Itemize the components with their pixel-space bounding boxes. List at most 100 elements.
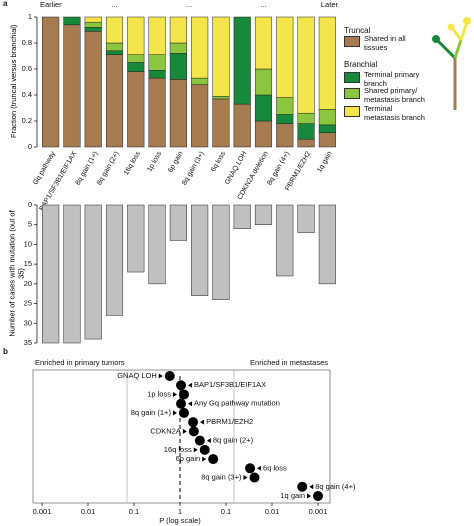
x-tick-label: 1q gain (316, 150, 334, 173)
legend-swatch (344, 36, 360, 47)
bar-segment (191, 16, 209, 79)
point-label: 8q gain (4+) (315, 482, 356, 491)
point (297, 481, 308, 492)
pointer (257, 465, 262, 471)
point-label: BAP1/SF3B1/EIF1AX (194, 380, 266, 389)
x-tick-label: 8q gain (1+) (75, 150, 100, 186)
bar-segment (254, 94, 273, 122)
point (188, 426, 199, 437)
bar (63, 204, 81, 344)
y-tick-label: 35 (24, 338, 32, 347)
y-tick-label: 1 (28, 12, 32, 21)
x-tick-label: 6p gain (167, 150, 185, 173)
point-label: 8q gain (3+) (201, 473, 242, 482)
bar-segment (84, 31, 102, 148)
legend-group-title: Truncal (344, 26, 371, 35)
bar-segment (297, 16, 315, 114)
bar-segment (148, 54, 166, 71)
panel-label: a (3, 0, 8, 8)
x-tick-label: 0.1 (129, 507, 139, 516)
x-tick-label: 1 (178, 507, 182, 516)
y-tick-label: 5 (28, 220, 32, 229)
point-label: PBRM1/EZH2 (206, 417, 253, 426)
bar-segment (212, 96, 230, 100)
bar-segment (212, 16, 230, 97)
bar-segment (297, 123, 315, 140)
bar-segment (212, 98, 230, 148)
legend-swatch (344, 88, 360, 99)
bar-segment (148, 16, 166, 55)
point-label: 8q gain (1+) (131, 408, 172, 417)
bar (105, 204, 124, 316)
legend-swatch (344, 106, 360, 117)
bar-segment (127, 71, 145, 148)
point (249, 472, 260, 483)
point-label: 6p gain (176, 454, 201, 463)
bar-segment (276, 97, 294, 115)
x-tick-label: 6q loss (210, 150, 227, 173)
bar-segment (127, 54, 145, 63)
y-tick-label: 0.2 (22, 116, 32, 125)
point (199, 444, 210, 455)
point-label: Any Gq pathway mutation (194, 399, 280, 408)
bar-segment (169, 16, 187, 44)
bar (169, 204, 187, 241)
y-tick-label: 20 (24, 279, 32, 288)
y-tick-label: 10 (24, 239, 32, 248)
bar-segment (84, 27, 102, 32)
timeline-label: ... (111, 0, 117, 9)
bar-segment (127, 16, 145, 55)
bar-segment (276, 16, 294, 98)
bar-segment (105, 54, 124, 148)
bar-segment (318, 109, 336, 126)
x-tick-label: 16q loss (123, 150, 142, 177)
bar-segment (254, 68, 273, 96)
x-tick-label: 0.001 (309, 507, 328, 516)
y-tick-label: 0 (28, 200, 32, 209)
bar-segment (169, 79, 187, 148)
point (194, 435, 205, 446)
legend-label: Terminal metastasis branch (364, 104, 425, 122)
pointer (172, 391, 177, 397)
x-axis-label: P (log scale) (159, 516, 201, 525)
bar-segment (297, 112, 315, 124)
y-tick-label: 0.6 (22, 64, 32, 73)
bar-segment (276, 114, 294, 124)
bar-segment (105, 16, 124, 44)
pointer (172, 410, 177, 416)
bar-segment (169, 53, 187, 80)
bar (276, 204, 294, 277)
y-axis-label: Fraction (truncal versus branchial) (8, 24, 18, 138)
timeline-label: ... (260, 0, 266, 9)
point (176, 398, 187, 409)
point-label: 8q gain (2+) (213, 436, 254, 445)
point-label: CDKN2A (150, 426, 180, 435)
plot-frame (32, 369, 331, 504)
point-label: 1q gain (280, 491, 305, 500)
point (164, 371, 175, 381)
legend-group-title: Branchial (344, 60, 378, 69)
bar-segment (42, 16, 60, 148)
y-tick-label: 30 (24, 318, 32, 327)
bar (233, 204, 251, 229)
y-tick-label: 0.8 (22, 38, 32, 47)
bar-segment (148, 70, 166, 79)
bar-segment (318, 132, 336, 148)
point (178, 407, 189, 418)
legend-label: Terminal primary branch (364, 70, 420, 88)
bar-segment (84, 16, 102, 23)
point (176, 380, 187, 391)
timeline-label: Earlier (40, 0, 62, 9)
pointer (309, 484, 314, 490)
point (178, 389, 189, 400)
point (313, 491, 323, 501)
bar (127, 204, 145, 273)
pointer (243, 475, 248, 481)
y-tick-label: 0.4 (22, 90, 32, 99)
bar-segment (318, 124, 336, 133)
bar-segment (127, 62, 145, 72)
bar-segment (233, 16, 251, 105)
bar-segment (63, 16, 81, 26)
bar-segment (191, 84, 209, 148)
